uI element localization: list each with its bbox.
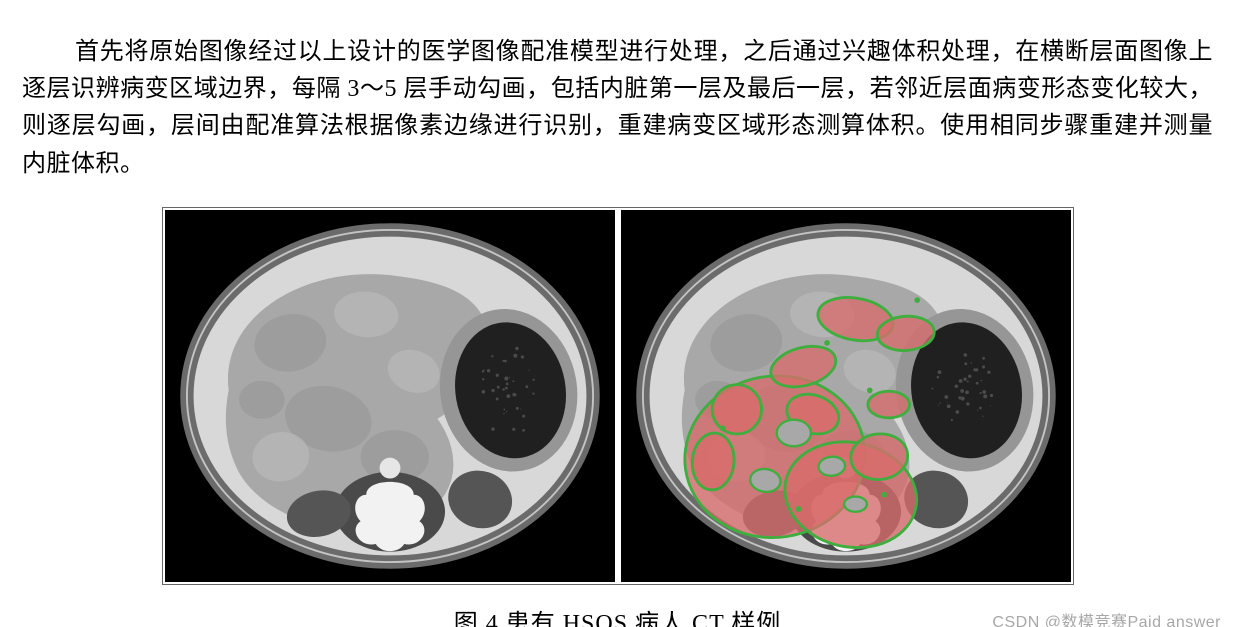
body-paragraph: 首先将原始图像经过以上设计的医学图像配准模型进行处理，之后通过兴趣体积处理，在横… bbox=[22, 34, 1213, 183]
figure-caption: 图 4 患有 HSOS 病人 CT 样例 bbox=[454, 603, 782, 627]
figure-block: 图 4 患有 HSOS 病人 CT 样例 bbox=[158, 207, 1078, 627]
ct-panel-left bbox=[165, 210, 615, 582]
paragraph-text: 首先将原始图像经过以上设计的医学图像配准模型进行处理，之后通过兴趣体积处理，在横… bbox=[22, 39, 1213, 177]
ct-panel-right bbox=[621, 210, 1071, 582]
watermark: CSDN @数模竞赛Paid answer bbox=[992, 608, 1221, 627]
page: 首先将原始图像经过以上设计的医学图像配准模型进行处理，之后通过兴趣体积处理，在横… bbox=[0, 0, 1235, 627]
figure-row bbox=[162, 207, 1074, 585]
